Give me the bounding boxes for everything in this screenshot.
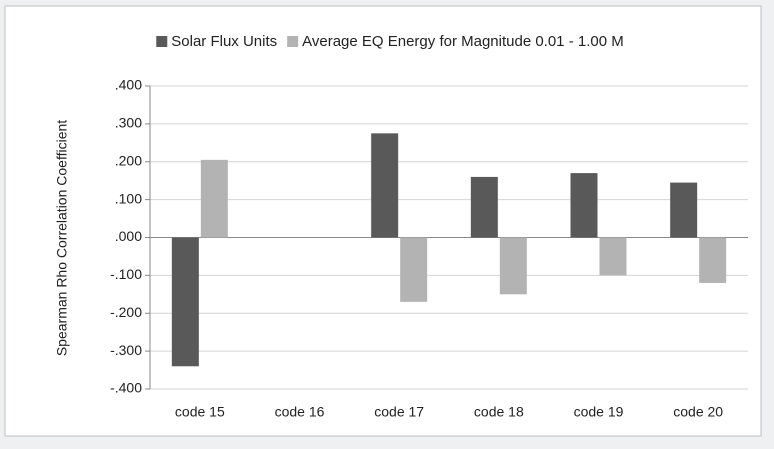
bar	[699, 237, 727, 283]
bar	[570, 173, 598, 238]
legend-swatch	[156, 36, 168, 47]
y-axis-label: Spearman Rho Correlation Coefficient	[54, 120, 70, 356]
bar	[599, 237, 627, 276]
bar	[470, 176, 498, 238]
y-tick-label: .200	[115, 152, 142, 168]
bar	[371, 133, 399, 238]
x-tick-label: code 15	[175, 404, 225, 420]
bar	[200, 159, 228, 238]
y-tick-label: -.400	[110, 380, 142, 396]
bar	[499, 237, 527, 295]
y-tick-label: .000	[115, 228, 142, 244]
bar	[670, 182, 698, 238]
y-tick-label: .100	[115, 190, 142, 206]
x-tick-label: code 18	[474, 404, 524, 420]
y-tick-label: -.200	[110, 304, 142, 320]
x-tick-label: code 19	[574, 404, 624, 420]
y-tick-label: .400	[115, 77, 142, 93]
bar	[171, 237, 199, 367]
bar	[400, 237, 428, 302]
legend-label: Solar Flux Units	[171, 33, 277, 50]
y-tick-label: -.100	[110, 266, 142, 282]
x-tick-label: code 17	[374, 404, 424, 420]
x-tick-label: code 20	[673, 404, 723, 420]
legend-swatch	[287, 36, 299, 47]
y-tick-label: .300	[115, 115, 142, 131]
legend-label: Average EQ Energy for Magnitude 0.01 - 1…	[302, 33, 624, 50]
y-tick-label: -.300	[110, 342, 142, 358]
x-tick-label: code 16	[275, 404, 325, 420]
